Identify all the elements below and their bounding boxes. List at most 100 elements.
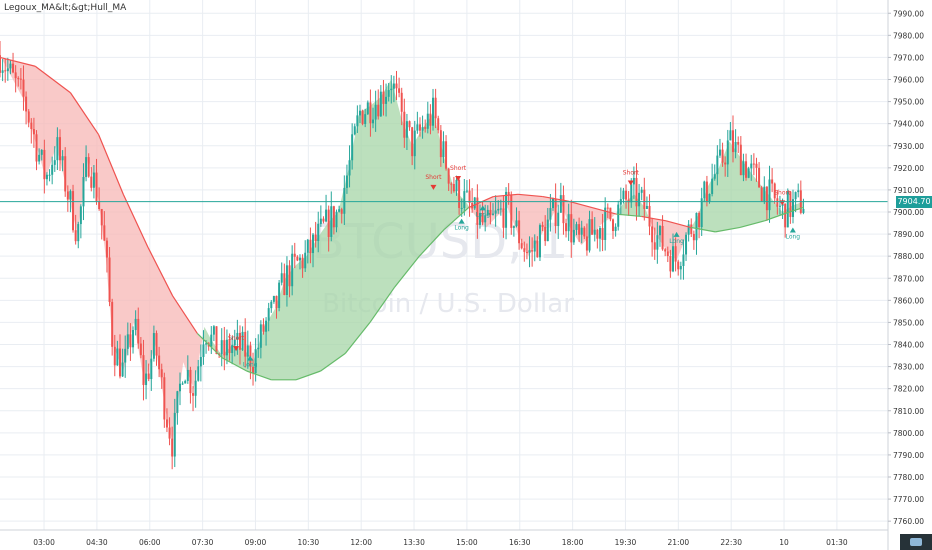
candle-down xyxy=(25,96,28,112)
candle-down xyxy=(606,207,609,209)
ma-segment xyxy=(320,352,346,372)
time-axis[interactable]: 03:00 04:30 06:00 07:30 09:00 10:30 12:00 13:30… xyxy=(0,529,888,547)
candle-down xyxy=(653,242,656,250)
brand-logo-icon[interactable] xyxy=(900,534,932,550)
signal-short-arrow xyxy=(627,180,634,186)
candle-up xyxy=(265,320,268,332)
candle-down xyxy=(612,219,615,232)
candle-up xyxy=(465,190,468,192)
candle-up xyxy=(460,207,463,209)
candle-up xyxy=(270,301,273,309)
last-price-badge: 7904.70 xyxy=(896,195,932,208)
candle-up xyxy=(632,177,635,185)
candle-up xyxy=(173,412,176,457)
ma-segment xyxy=(616,213,642,218)
candle-down xyxy=(142,355,145,386)
signal-label: Short xyxy=(623,169,640,176)
ma-segment xyxy=(122,194,149,248)
candle-up xyxy=(711,178,714,194)
candle-down xyxy=(35,134,38,162)
price-tick-label: 7990.00 xyxy=(893,9,924,18)
moving-average-line xyxy=(0,56,804,381)
candle-up xyxy=(374,104,377,120)
candle-down xyxy=(17,78,20,80)
price-tick-label: 7910.00 xyxy=(893,186,924,195)
candle-down xyxy=(424,127,427,129)
signal-short-arrow xyxy=(455,176,462,182)
candle-down xyxy=(721,149,724,163)
ma-segment xyxy=(0,56,36,67)
fill-up-region xyxy=(616,194,651,218)
candle-up xyxy=(210,334,213,347)
candle-down xyxy=(765,186,768,211)
price-tick-label: 7840.00 xyxy=(893,341,924,350)
candle-down xyxy=(518,220,521,244)
candle-up xyxy=(1,70,4,73)
candle-down xyxy=(314,234,317,241)
candle-up xyxy=(343,187,346,214)
candle-up xyxy=(364,114,367,125)
candle-up xyxy=(181,383,184,385)
candle-up xyxy=(729,130,732,141)
candle-up xyxy=(549,208,552,220)
candle-down xyxy=(262,324,265,332)
candle-down xyxy=(111,302,114,347)
indicator-title[interactable]: Legoux_MA&lt;&gt;Hull_MA xyxy=(4,3,127,13)
candle-down xyxy=(293,253,296,257)
candle-up xyxy=(533,240,536,252)
candle-down xyxy=(113,346,116,366)
signal-short-arrow xyxy=(233,346,240,352)
candle-up xyxy=(51,164,54,175)
candle-up xyxy=(656,235,659,250)
candle-down xyxy=(609,207,612,220)
candle-up xyxy=(567,214,570,232)
candle-down xyxy=(627,199,630,203)
candle-up xyxy=(786,191,789,228)
candle-up xyxy=(617,204,620,227)
candle-up xyxy=(61,156,64,161)
candle-up xyxy=(379,91,382,117)
candle-up xyxy=(358,110,361,116)
candle-up xyxy=(345,175,348,188)
price-tick-label: 7980.00 xyxy=(893,31,924,40)
candle-up xyxy=(593,229,596,235)
candle-down xyxy=(773,183,776,199)
candle-down xyxy=(87,157,90,177)
candle-down xyxy=(14,72,17,79)
signal-label: Long xyxy=(454,225,469,232)
ma-segment xyxy=(665,220,691,229)
ma-segment xyxy=(34,65,71,94)
candle-up xyxy=(432,97,435,126)
candle-up xyxy=(473,197,476,209)
ma-segment xyxy=(443,207,470,231)
candle-up xyxy=(212,326,215,335)
candle-up xyxy=(132,330,135,348)
candle-down xyxy=(58,137,61,161)
price-tick-label: 7790.00 xyxy=(893,451,924,460)
candle-down xyxy=(760,187,763,201)
price-axis[interactable]: 7760.00 7770.00 7780.00 7790.00 7800.00 7810.… xyxy=(887,0,924,550)
signal-long-arrow xyxy=(789,227,796,233)
candle-up xyxy=(184,380,187,384)
ma-segment xyxy=(172,295,198,334)
signal-long-arrow xyxy=(673,231,680,237)
candle-down xyxy=(19,78,22,80)
candle-down xyxy=(737,142,740,145)
candle-down xyxy=(669,256,672,272)
candle-down xyxy=(596,229,599,239)
candle-down xyxy=(651,226,654,243)
candle-down xyxy=(377,104,380,117)
time-tick-label: 13:30 xyxy=(403,538,425,547)
candle-down xyxy=(158,355,161,370)
candle-down xyxy=(570,214,573,243)
candle-up xyxy=(285,265,288,296)
candle-up xyxy=(298,257,301,261)
candle-down xyxy=(447,168,450,184)
candle-down xyxy=(155,333,158,356)
signal-label: Short xyxy=(774,189,791,196)
candle-down xyxy=(585,236,588,251)
price-tick-label: 7810.00 xyxy=(893,407,924,416)
candle-up xyxy=(241,331,244,350)
candle-down xyxy=(43,149,46,180)
